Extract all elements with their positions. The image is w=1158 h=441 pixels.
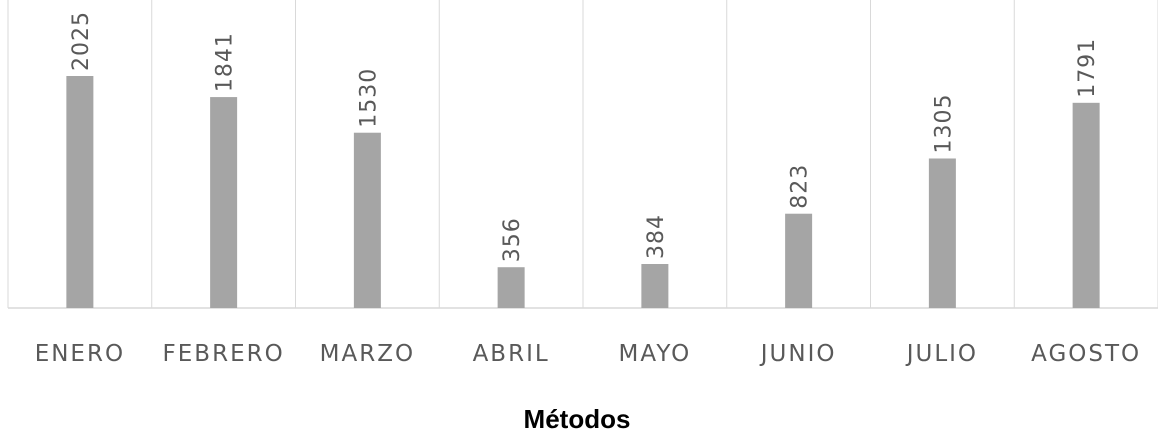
category-label-junio: JUNIO	[759, 341, 837, 367]
value-label-febrero: 1841	[213, 32, 238, 92]
value-label-marzo: 1530	[356, 68, 381, 128]
value-label-agosto: 1791	[1075, 38, 1100, 98]
bar-febrero	[210, 97, 238, 308]
category-label-enero: ENERO	[35, 341, 125, 367]
bar-julio	[928, 158, 956, 308]
category-label-marzo: MARZO	[320, 341, 415, 367]
value-label-junio: 823	[788, 164, 813, 209]
value-label-enero: 2025	[69, 11, 94, 71]
value-label-mayo: 384	[644, 214, 669, 259]
grid-lines	[7, 0, 1158, 308]
bar-abril	[497, 267, 525, 308]
value-label-julio: 1305	[931, 93, 956, 153]
bar-junio	[785, 213, 813, 308]
x-axis-title: Métodos	[524, 404, 631, 434]
category-label-agosto: AGOSTO	[1031, 341, 1141, 367]
bar-mayo	[641, 264, 669, 308]
bars	[66, 76, 1100, 308]
category-label-abril: ABRIL	[473, 341, 550, 367]
category-labels: ENERO FEBRERO MARZO ABRIL MAYO JUNIO JULIO AGOS…	[35, 341, 1141, 367]
bar-marzo	[353, 132, 381, 308]
category-label-julio: JULIO	[905, 341, 978, 367]
value-label-abril: 356	[500, 217, 525, 262]
bar-enero	[66, 76, 94, 308]
value-labels: 2025 1841 1530 356 384 823 1305 1791	[69, 11, 1100, 262]
category-label-febrero: FEBRERO	[163, 341, 285, 367]
category-label-mayo: MAYO	[619, 341, 692, 367]
bar-agosto	[1072, 102, 1100, 308]
